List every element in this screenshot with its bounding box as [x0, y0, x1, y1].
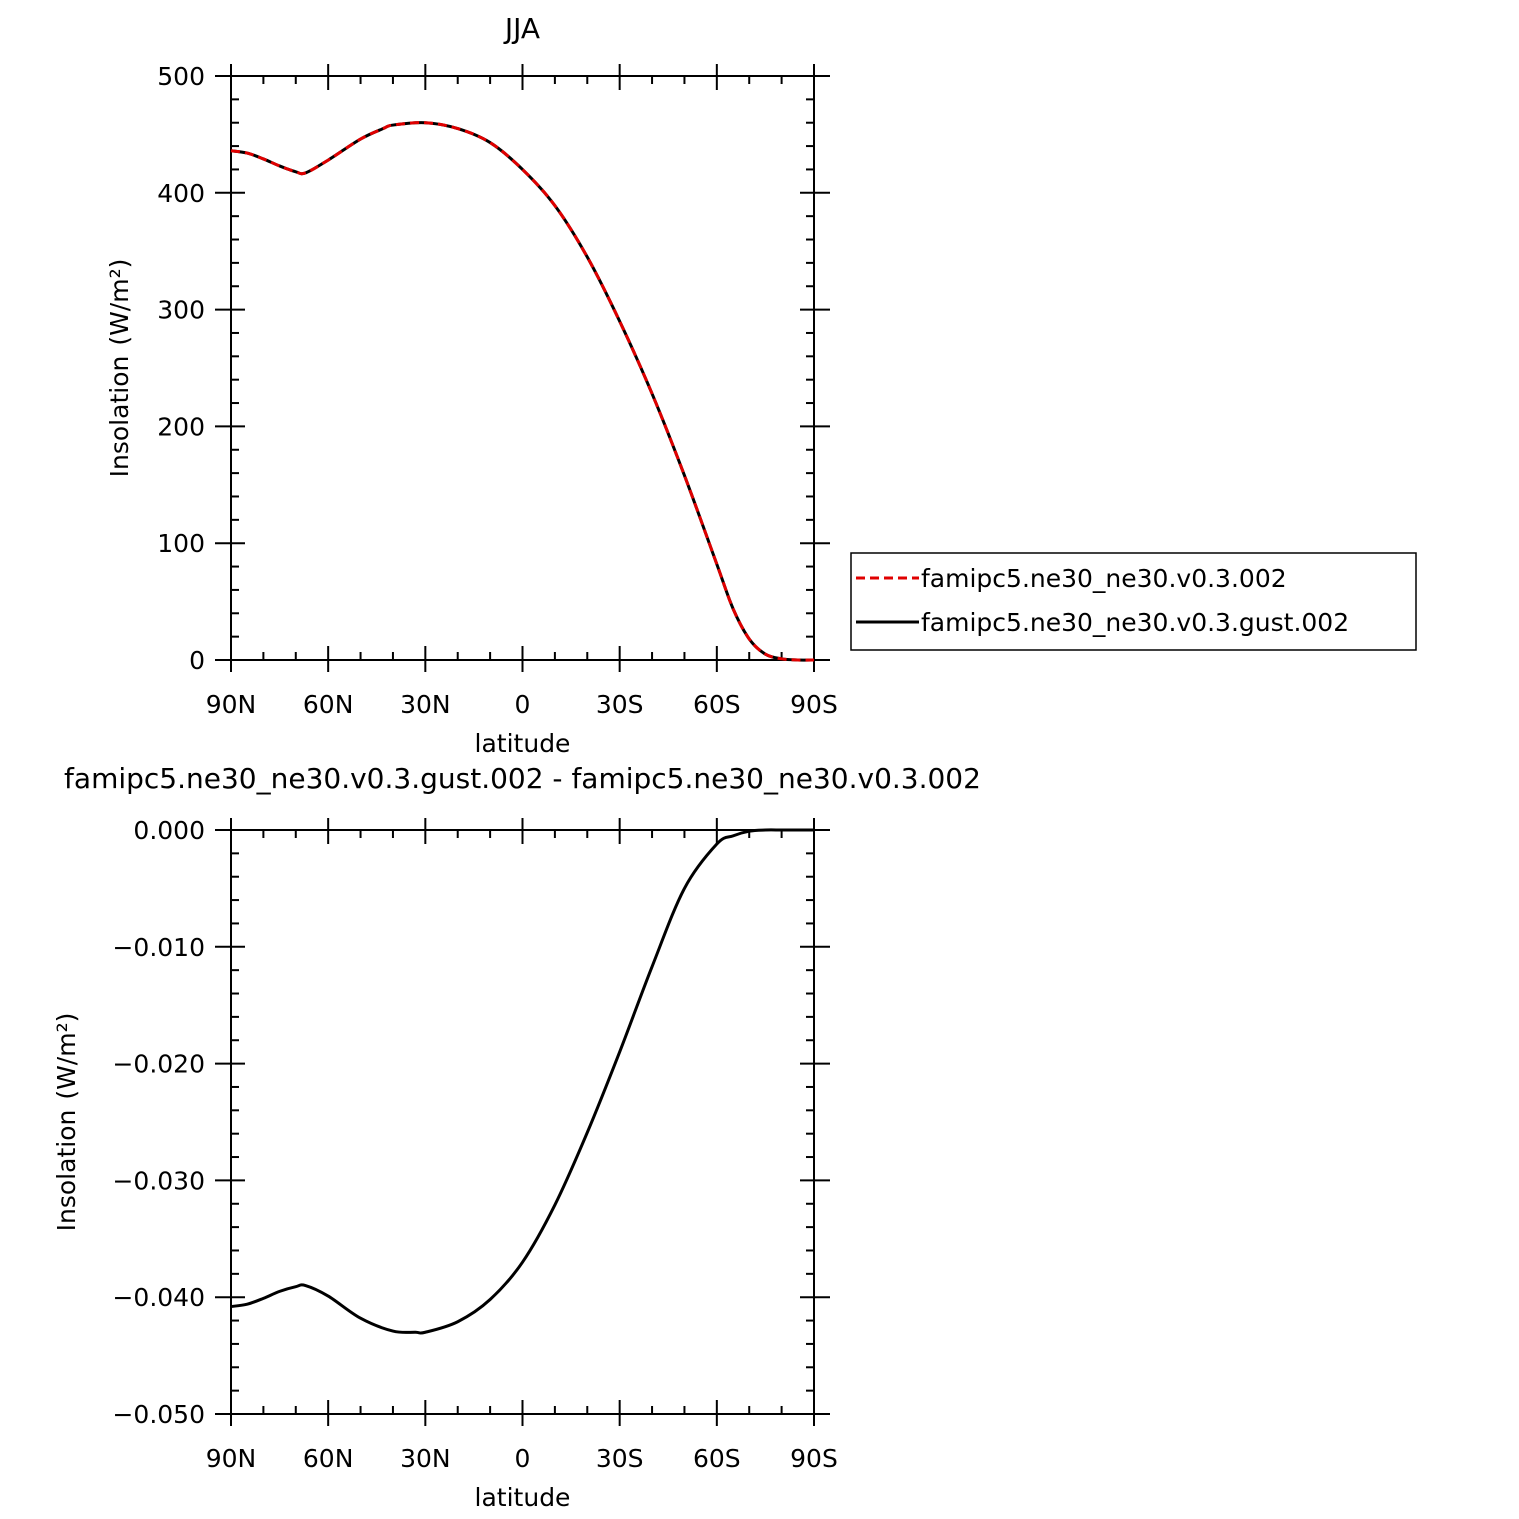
- chart-title: JJA: [503, 12, 540, 45]
- series-line-0: [230, 121, 815, 662]
- y-axis-label-name: Insolation: [52, 1110, 81, 1232]
- legend-label-1: famipc5.ne30_ne30.v0.3.gust.002: [921, 608, 1349, 637]
- x-tick-label: 90N: [206, 1444, 257, 1473]
- x-axis-label: latitude: [475, 729, 571, 758]
- legend-label-0: famipc5.ne30_ne30.v0.3.002: [921, 564, 1287, 593]
- y-tick-label: 0: [189, 646, 205, 675]
- plot-frame: [230, 75, 815, 661]
- x-tick-label: 30S: [596, 1444, 644, 1473]
- y-tick-label: 400: [157, 179, 205, 208]
- x-tick-label: 0: [515, 690, 531, 719]
- y-tick-label: 300: [157, 296, 205, 325]
- y-tick-label: −0.030: [112, 1166, 205, 1195]
- chart-title: famipc5.ne30_ne30.v0.3.gust.002 - famipc…: [64, 762, 981, 795]
- x-tick-label: 30N: [400, 1444, 451, 1473]
- series-line-0: [230, 828, 814, 1335]
- y-tick-label: −0.020: [112, 1050, 205, 1079]
- x-tick-label: 60N: [303, 1444, 354, 1473]
- y-axis-label-unit: (W/m²): [52, 1013, 81, 1100]
- x-tick-label: 90N: [206, 690, 257, 719]
- x-tick-label: 90S: [790, 1444, 838, 1473]
- y-axis-label-name: Insolation: [105, 356, 134, 478]
- x-tick-label: 30N: [400, 690, 451, 719]
- y-axis-label: Insolation (W/m²): [52, 1013, 81, 1232]
- y-axis-label: Insolation (W/m²): [105, 259, 134, 478]
- y-tick-label: 500: [157, 62, 205, 91]
- x-tick-label: 30S: [596, 690, 644, 719]
- y-tick-label: −0.010: [112, 933, 205, 962]
- x-tick-label: 60N: [303, 690, 354, 719]
- legend-box: [850, 552, 1417, 651]
- y-axis-label-unit: (W/m²): [105, 259, 134, 346]
- x-tick-label: 0: [515, 1444, 531, 1473]
- difference-chart-panel: famipc5.ne30_ne30.v0.3.gust.002 - famipc…: [52, 762, 981, 1512]
- x-tick-label: 90S: [790, 690, 838, 719]
- x-tick-label: 60S: [693, 690, 741, 719]
- y-tick-label: −0.050: [112, 1400, 205, 1429]
- x-tick-label: 60S: [693, 1444, 741, 1473]
- series-line-1: [230, 121, 815, 662]
- top-chart-panel: JJA 90N 60N 30N 0 30S 60S 90S 0 100 200 300 400 500 la…: [105, 12, 1417, 758]
- y-tick-label: 200: [157, 412, 205, 441]
- y-tick-label: −0.040: [112, 1283, 205, 1312]
- plot-frame: [230, 829, 815, 1415]
- y-tick-label: 0.000: [133, 816, 205, 845]
- x-axis-label: latitude: [475, 1483, 571, 1512]
- y-tick-label: 100: [157, 529, 205, 558]
